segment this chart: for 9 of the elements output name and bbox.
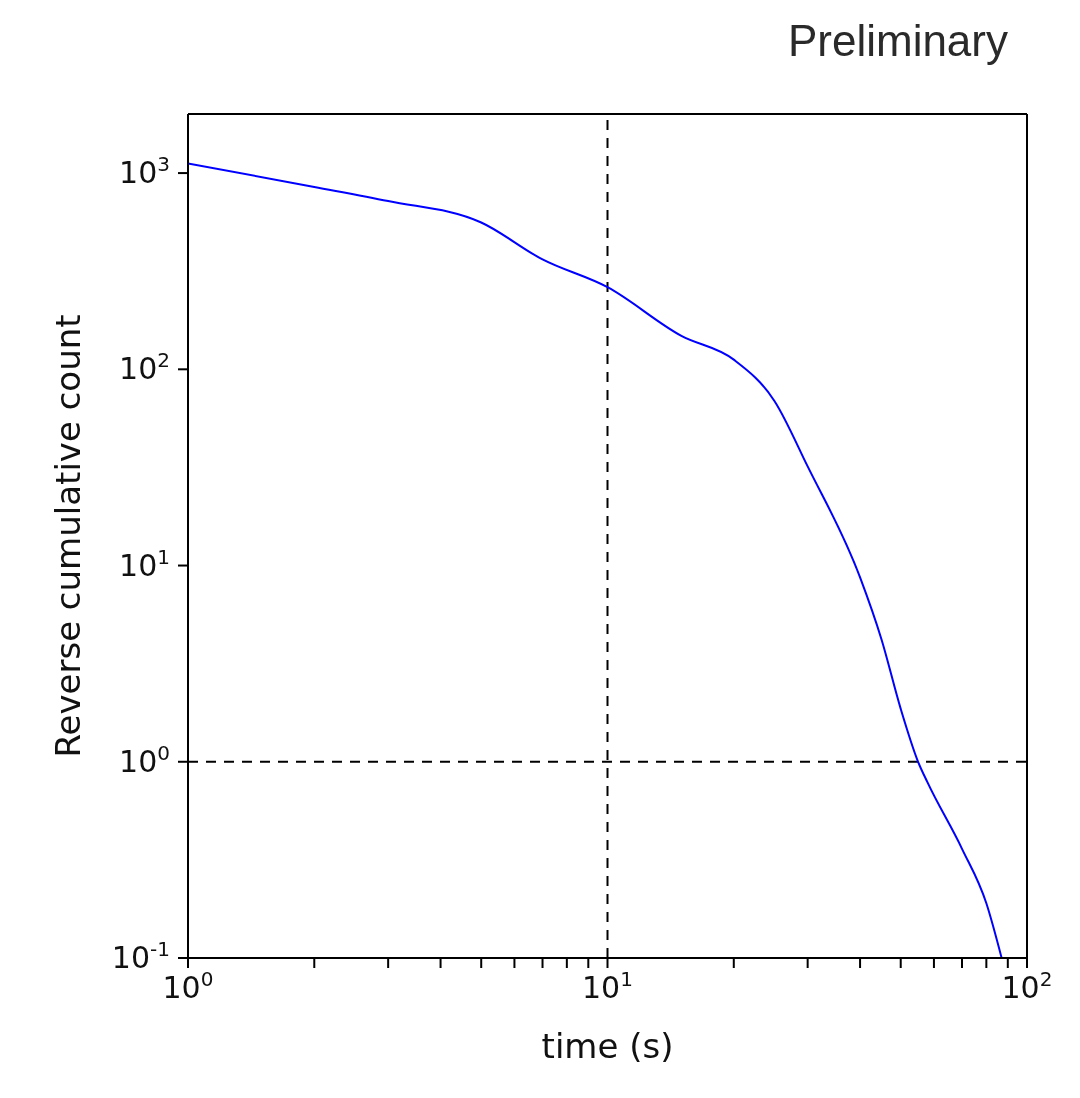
y-tick-label: 10$^{1}$ — [119, 544, 170, 583]
y-axis-title: Reverse cumulative count — [48, 314, 89, 758]
y-tick-label: 10$^{2}$ — [119, 348, 170, 387]
y-tick-label: 10$^{0}$ — [119, 740, 170, 779]
y-tick-label: 10$^{3}$ — [119, 152, 170, 191]
text: Preliminary — [787, 16, 1008, 66]
x-tick-label: 10$^{2}$ — [1001, 967, 1053, 1005]
x-tick-label: 10$^{1}$ — [582, 967, 633, 1005]
x-axis-title: time (s) — [541, 1026, 674, 1066]
